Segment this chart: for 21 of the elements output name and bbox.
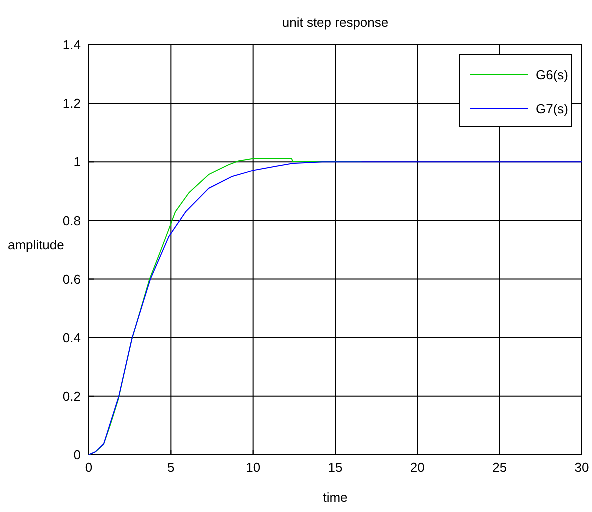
x-tick-label: 10 [246, 460, 261, 475]
x-tick-label: 15 [328, 460, 343, 475]
y-tick-label: 1.2 [62, 96, 81, 112]
y-tick-label: 1 [74, 154, 81, 170]
x-tick-label: 0 [85, 460, 93, 475]
y-axis-title: amplitude [8, 238, 64, 253]
y-tick-label: 0 [74, 448, 81, 463]
y-tick-label: 1.4 [62, 38, 81, 53]
x-tick-label: 20 [410, 460, 425, 475]
legend-label: G7(s) [536, 102, 568, 117]
x-tick-label: 5 [168, 460, 175, 475]
y-tick-label: 0.8 [62, 213, 81, 228]
legend-label: G6(s) [536, 68, 568, 83]
x-tick-label: 30 [574, 460, 590, 475]
chart-title: unit step response [282, 15, 389, 30]
x-axis-title: time [323, 490, 348, 505]
y-tick-label: 0.4 [62, 330, 81, 346]
x-tick-label: 25 [492, 460, 508, 475]
y-tick-label: 0.6 [62, 272, 81, 287]
line-series [88, 162, 582, 456]
y-tick-label: 0.2 [62, 388, 81, 404]
